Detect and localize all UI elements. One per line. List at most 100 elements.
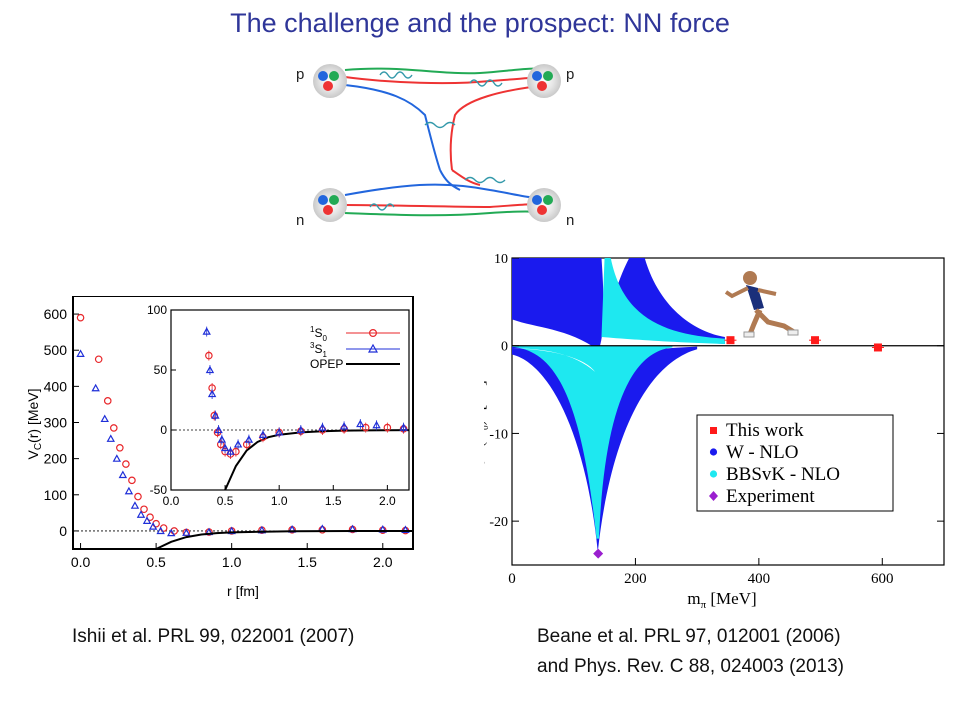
inset-point-3s1 xyxy=(339,421,349,430)
left-point-1s0 xyxy=(103,397,112,405)
this-work-point xyxy=(811,336,820,345)
left-x-axis-label: r [fm] xyxy=(227,583,259,599)
legend-bbsvk-nlo-marker xyxy=(709,470,718,478)
left-point-3s1 xyxy=(401,525,410,534)
left-y-tick-label: 300 xyxy=(44,415,68,431)
left-point-3s1 xyxy=(142,516,152,524)
inset-point-3s1 xyxy=(399,423,408,431)
legend-3s1-label: 3S1 xyxy=(310,341,327,359)
runner-icon xyxy=(724,271,799,338)
left-point-3s1 xyxy=(91,383,100,392)
this-work-point xyxy=(726,336,735,345)
inset-point-3s1 xyxy=(217,435,227,443)
left-y-tick-label: 100 xyxy=(44,487,68,503)
caption-right-1: Beane et al. PRL 97, 012001 (2006) xyxy=(537,626,841,647)
proton-label-left: p xyxy=(296,66,304,83)
legend-1s0-label: 1S0 xyxy=(310,325,327,343)
right-x-tick-label: 0 xyxy=(508,571,516,587)
right-y-axis-label: a(1S0) [fm] xyxy=(484,380,491,468)
left-point-3s1 xyxy=(167,528,176,537)
inset-point-1s0 xyxy=(361,423,370,432)
legend-experiment-label: Experiment xyxy=(726,486,815,507)
left-x-tick-label: 1.0 xyxy=(222,554,242,570)
inset-opep-line xyxy=(224,429,410,491)
inset-point-1s0 xyxy=(383,423,392,432)
inset-point-3s1 xyxy=(207,389,217,398)
inset-point-3s1 xyxy=(274,427,284,436)
left-point-3s1 xyxy=(182,528,191,536)
legend-this-work-label: This work xyxy=(726,420,804,441)
legend-w-nlo-label: W - NLO xyxy=(726,442,798,463)
legend-3s1-marker xyxy=(367,343,379,353)
inset-legend: 1S0 3S1 OPEP xyxy=(310,325,400,371)
right-y-tick-label: -20 xyxy=(489,515,508,530)
inset-point-3s1 xyxy=(296,425,306,434)
inset-x-tick-label: 0.0 xyxy=(163,494,180,508)
inset-point-3s1 xyxy=(214,425,223,434)
left-point-3s1 xyxy=(118,470,128,479)
left-point-1s0 xyxy=(94,355,103,364)
neutron-label-left: n xyxy=(296,212,304,229)
left-point-3s1 xyxy=(106,434,115,442)
right-x-axis-label: mπ [MeV] xyxy=(687,589,756,611)
inset-point-3s1 xyxy=(233,439,243,448)
inset-y-tick-label: 50 xyxy=(154,363,168,377)
left-point-3s1 xyxy=(136,510,146,518)
left-point-1s0 xyxy=(122,460,130,468)
neutron-label-right: n xyxy=(566,212,574,229)
left-point-3s1 xyxy=(112,454,122,462)
inset-point-3s1 xyxy=(202,327,211,335)
left-point-3s1 xyxy=(378,525,387,533)
left-y-tick-label: 400 xyxy=(44,378,68,394)
left-point-3s1 xyxy=(76,349,85,357)
inset-point-1s0 xyxy=(205,351,213,360)
right-x-tick-label: 600 xyxy=(871,571,894,587)
inset-x-tick-label: 1.5 xyxy=(325,494,342,508)
nn-exchange-diagram: p p n n xyxy=(296,64,574,229)
inset-point-3s1 xyxy=(372,420,381,429)
svg-text:a(1S0) [fm]: a(1S0) [fm] xyxy=(484,380,491,468)
right-y-tick-label: 0 xyxy=(501,340,508,355)
left-point-1s0 xyxy=(110,424,118,432)
inset-point-3s1 xyxy=(258,430,268,438)
legend-experiment-marker xyxy=(709,491,718,501)
inset-point-3s1 xyxy=(226,447,235,455)
caption-right-2: and Phys. Rev. C 88, 024003 (2013) xyxy=(537,656,845,677)
left-y-tick-label: 500 xyxy=(44,342,68,358)
neutron-right-icon xyxy=(527,188,561,222)
left-point-3s1 xyxy=(100,414,109,423)
left-point-1s0 xyxy=(116,444,124,452)
left-point-3s1 xyxy=(156,526,165,535)
left-point-1s0 xyxy=(134,492,142,501)
left-point-1s0 xyxy=(76,313,85,322)
legend-opep-label: OPEP xyxy=(310,357,343,371)
legend-1s0-marker xyxy=(369,328,378,337)
left-point-3s1 xyxy=(227,526,236,535)
slide-title: The challenge and the prospect: NN force xyxy=(230,8,730,38)
left-x-tick-label: 2.0 xyxy=(373,554,393,570)
inset-x-tick-label: 2.0 xyxy=(379,494,396,508)
left-point-3s1 xyxy=(130,501,140,509)
left-y-axis-label: VC(r) [MeV] xyxy=(28,388,44,459)
left-y-tick-label: 0 xyxy=(59,523,67,539)
proton-left-icon xyxy=(313,64,347,98)
scattering-length-chart: 0 200 400 600 10 0 -10 -20 This work W - NLO BB… xyxy=(484,252,945,611)
right-legend: This work W - NLO BBSvK - NLO Experiment xyxy=(696,414,894,512)
inset-x-tick-label: 1.0 xyxy=(271,494,288,508)
inset-y-tick-label: -50 xyxy=(150,483,168,497)
inset-point-3s1 xyxy=(211,411,220,419)
bbsvk-band-upper xyxy=(601,258,725,344)
left-point-1s0 xyxy=(140,505,148,514)
left-y-tick-label: 200 xyxy=(44,451,68,467)
right-y-tick-label: -10 xyxy=(489,427,508,442)
neutron-left-icon xyxy=(313,188,347,222)
bbsvk-band-lower xyxy=(512,345,673,539)
this-work-point xyxy=(873,343,882,352)
inset-x-tick-label: 0.5 xyxy=(217,494,234,508)
inset-y-tick-label: 100 xyxy=(147,303,167,317)
right-x-tick-label: 400 xyxy=(748,571,771,587)
inset-point-1s0 xyxy=(216,440,225,449)
right-x-tick-label: 200 xyxy=(624,571,647,587)
inset-point-3s1 xyxy=(318,423,327,431)
